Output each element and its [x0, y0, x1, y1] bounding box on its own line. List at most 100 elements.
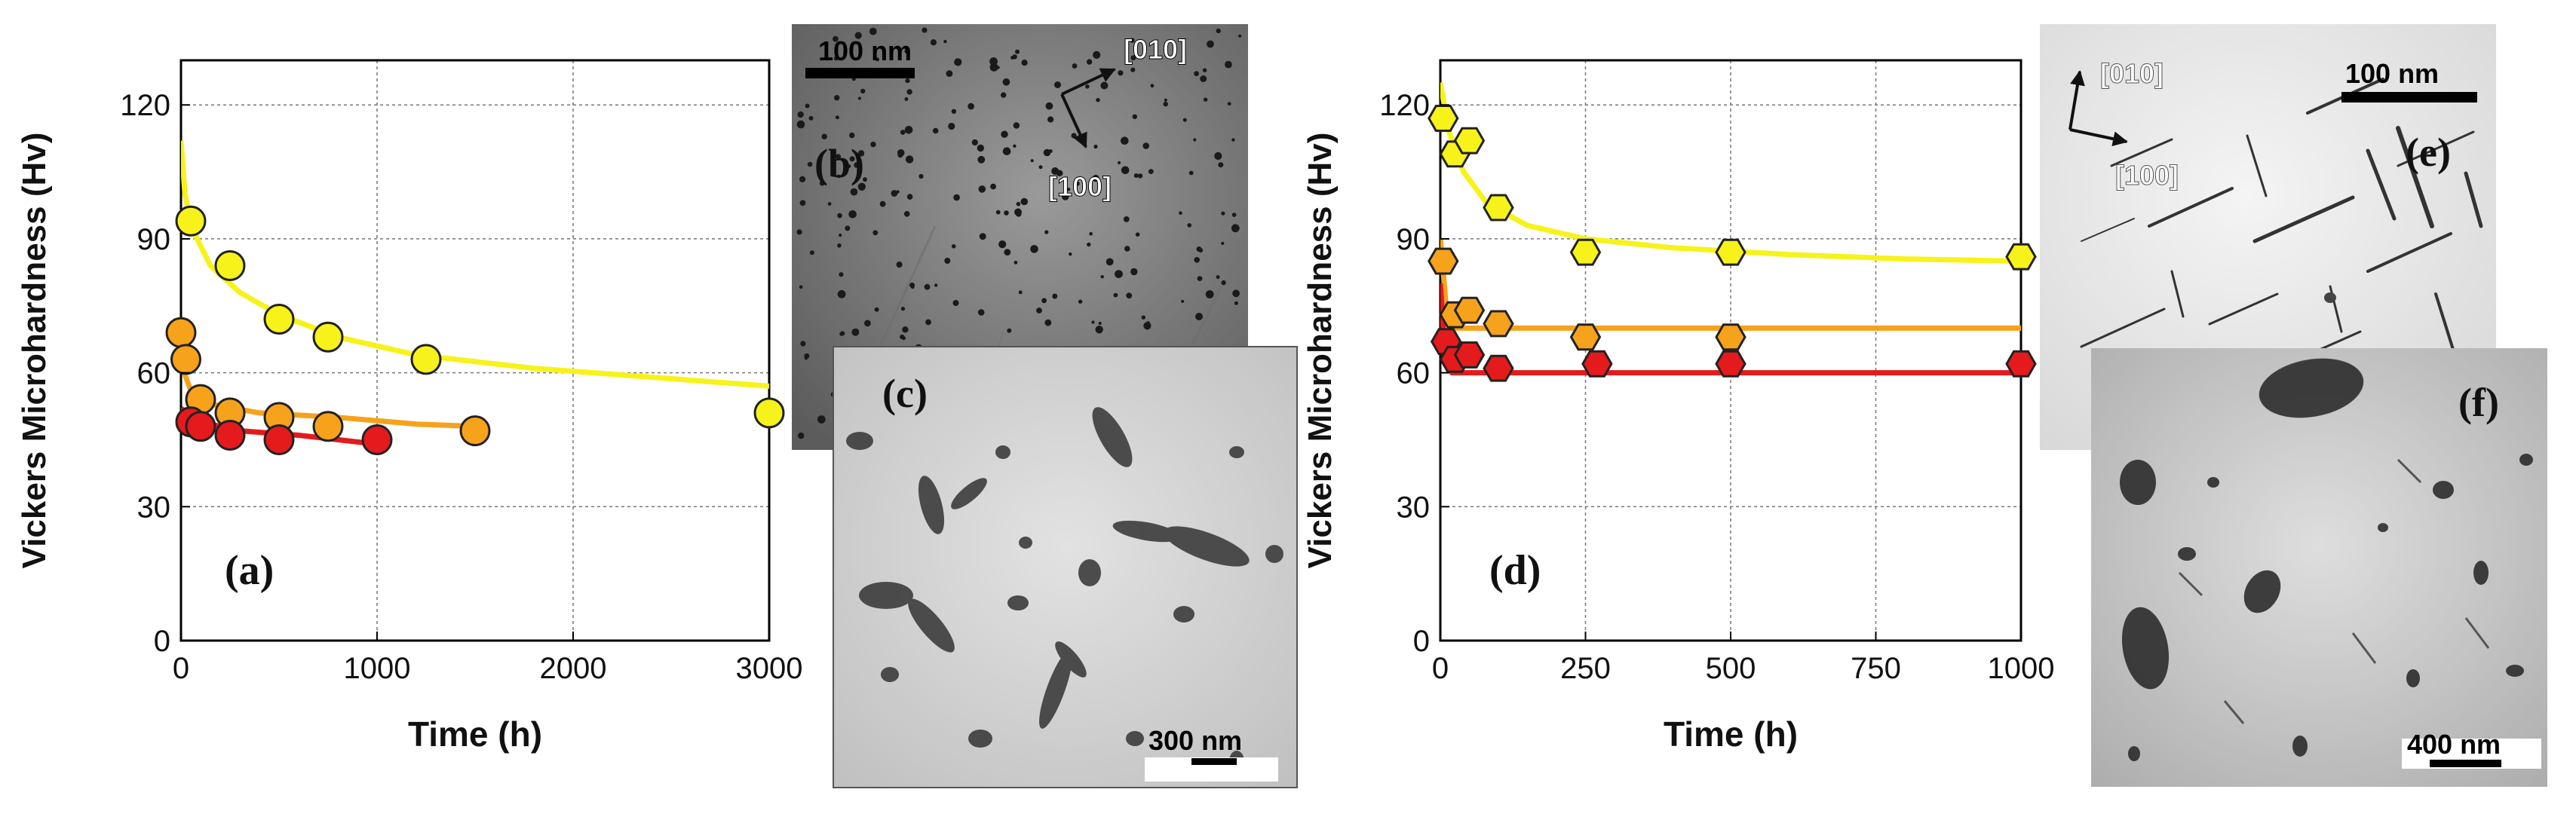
precipitate-dot	[1187, 223, 1191, 228]
precipitate-dot	[1051, 167, 1060, 175]
precipitate-dot	[840, 331, 845, 336]
precipitate-dot	[1013, 144, 1017, 148]
data-point-orange	[1453, 296, 1486, 324]
precipitate-dot	[1054, 81, 1061, 88]
scale-bar-c	[1191, 758, 1237, 765]
precipitate-dot	[1143, 322, 1152, 330]
precipitate-dot	[834, 95, 840, 101]
precipitate-dot	[1231, 138, 1235, 142]
panel-label-c: (c)	[882, 371, 928, 416]
precipitate-dot	[1200, 75, 1207, 82]
x-tick-label: 250	[1560, 652, 1611, 685]
precipitate-dot	[857, 96, 861, 100]
precipitate-dot	[1179, 211, 1182, 216]
precipitate-dot	[906, 89, 912, 95]
precipitate-dot	[839, 234, 842, 237]
precipitate-dot	[971, 139, 978, 146]
grid-a	[181, 60, 769, 641]
precipitate-dot	[1066, 188, 1071, 191]
x-axis-label-d: Time (h)	[1664, 714, 1798, 754]
data-point-orange	[165, 317, 197, 348]
precipitate-dot	[836, 154, 842, 160]
data-point-red	[1483, 354, 1514, 382]
precipitate-dot	[979, 233, 986, 240]
precipitate-dot	[1075, 181, 1080, 186]
precipitate-dot	[1205, 290, 1214, 298]
precipitate-dot	[978, 185, 986, 193]
precipitate-dot	[1221, 280, 1226, 286]
precipitate-dot	[808, 115, 814, 121]
precipitate-dot	[896, 262, 903, 268]
precipitate-dot	[1098, 322, 1102, 325]
precipitate-dot	[1123, 216, 1130, 222]
precipitate-dot	[1062, 193, 1069, 200]
precipitate-dot	[1013, 122, 1020, 129]
scale-bar-e	[2341, 92, 2477, 102]
precipitate-dot	[968, 102, 974, 110]
precipitate-dot	[1010, 56, 1014, 60]
precipitate-dot	[1020, 197, 1029, 206]
precipitate-dot	[1164, 98, 1167, 102]
precipitate-dot	[944, 258, 951, 264]
precipitate-dot	[1227, 102, 1231, 106]
precipitate-dot	[848, 210, 857, 219]
precipitate-dot	[872, 230, 879, 236]
precipitate-dot	[851, 328, 860, 336]
precipitate-dot	[860, 88, 866, 94]
precipitate-dot	[1069, 252, 1072, 256]
precipitate-dot	[1002, 78, 1010, 86]
data-point-red	[214, 420, 246, 451]
x-tick-label: 500	[1706, 652, 1756, 685]
precipitate-dot	[1148, 169, 1154, 175]
x-tick-label: 0	[1432, 652, 1449, 685]
precipitate-dot	[1093, 50, 1101, 59]
data-point-yellow	[2005, 243, 2037, 271]
precipitate-dot	[874, 307, 879, 312]
scale-bar-label-f: 400 nm	[2407, 729, 2501, 760]
precipitate-dot	[1221, 241, 1225, 245]
precipitate-dot	[854, 32, 862, 39]
precipitate-dot	[796, 120, 805, 129]
panel-label-e: (e)	[2406, 130, 2451, 175]
data-point-yellow	[410, 344, 442, 375]
precipitate-dot	[1002, 147, 1011, 155]
precipitate-dot	[863, 177, 867, 182]
data-point-red	[1715, 350, 1746, 378]
panel-label-f: (f)	[2458, 380, 2499, 425]
precipitate-dot	[910, 285, 915, 289]
precipitate-dot	[796, 229, 802, 235]
precipitate-dot	[1234, 301, 1238, 305]
precipitate-dot	[946, 70, 953, 77]
precipitate-dot	[1197, 276, 1203, 281]
precipitate-dot	[1231, 224, 1240, 233]
precipitate-dot	[1214, 151, 1222, 161]
precipitate-dot	[1202, 68, 1207, 72]
precipitate-dot	[925, 319, 931, 326]
precipitate-dot	[800, 341, 806, 347]
precipitate-dot	[847, 164, 851, 168]
precipitate-dot	[879, 200, 886, 207]
precipitate-dot	[952, 300, 959, 306]
y-tick-label: 90	[1397, 223, 1431, 256]
precipitate-dot	[1182, 118, 1187, 122]
precipitate-dot	[799, 200, 806, 206]
precipitate-dot	[977, 144, 985, 152]
precipitate-dot	[1072, 63, 1078, 69]
precipitate-dot	[1048, 149, 1053, 153]
direction-label-010-b: [010]	[1124, 34, 1187, 65]
precipitate-dot	[870, 141, 876, 148]
data-points-a	[165, 205, 785, 455]
precipitate-dot	[924, 283, 931, 290]
y-tick-label: 30	[1397, 491, 1431, 524]
precipitate-dot	[1198, 248, 1204, 253]
precipitate-dot	[905, 155, 914, 164]
precipitate-dot	[1118, 70, 1124, 76]
precipitate-dot	[799, 176, 806, 182]
precipitate-dot	[1004, 210, 1009, 216]
data-point-yellow	[1483, 194, 1514, 222]
precipitate-dot	[989, 63, 998, 72]
precipitate-dot	[891, 190, 898, 197]
data-point-red	[185, 411, 216, 442]
precipitate-dot	[1130, 67, 1136, 72]
